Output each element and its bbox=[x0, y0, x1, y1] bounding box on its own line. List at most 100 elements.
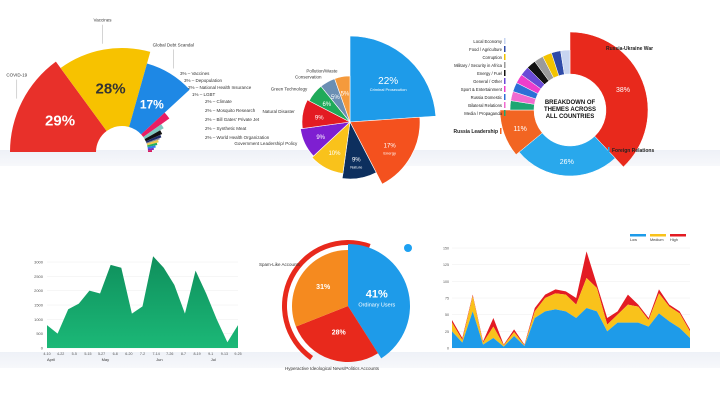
y-tick-label: 0 bbox=[447, 347, 449, 351]
theme-marker bbox=[500, 128, 502, 134]
chart-volume-area: 0 500 1000 1500 2000 2500 3000 4-10 4-22 5-5 5-15 5… bbox=[34, 256, 242, 362]
y-tick-label: 1500 bbox=[34, 303, 44, 308]
value-label: 41% bbox=[366, 289, 388, 301]
y-tick-label: 100 bbox=[443, 280, 449, 284]
area-series-low bbox=[452, 308, 690, 348]
slice-label: Conservation bbox=[295, 74, 322, 79]
area-series-medium bbox=[452, 278, 690, 347]
area-series bbox=[47, 256, 238, 348]
slice bbox=[295, 306, 379, 362]
legend-item: 2% – National Health Insurance bbox=[188, 85, 252, 90]
value-label: 10% bbox=[328, 151, 341, 157]
theme-marker bbox=[504, 102, 506, 108]
y-tick-label: 0 bbox=[41, 346, 44, 351]
legend-item: 2% – Synthetic Meat bbox=[205, 126, 247, 131]
theme-label: Russia Domestic bbox=[471, 95, 502, 100]
x-tick-label: 7-2 bbox=[140, 352, 145, 356]
value-label: 17% bbox=[140, 97, 164, 111]
center-label-line: ALL COUNTRIES bbox=[546, 114, 595, 120]
slice bbox=[60, 48, 151, 132]
legend-item: 2% – Climate bbox=[205, 99, 232, 104]
x-tick-label: 4-10 bbox=[43, 352, 50, 356]
value-label: 9% bbox=[315, 116, 324, 122]
legend-item: 2% – Mosquito Research bbox=[205, 108, 256, 113]
theme-marker bbox=[504, 94, 506, 100]
value-label: 38% bbox=[616, 87, 630, 94]
legend-item: 2% – Bill Gates' Private Jet bbox=[205, 117, 260, 122]
month-label: May bbox=[102, 357, 110, 362]
theme-marker bbox=[504, 86, 506, 92]
theme-label: Media / Propaganda bbox=[464, 111, 502, 116]
legend-swatch bbox=[670, 234, 686, 237]
legend-item: 3% – Vaccines bbox=[180, 71, 210, 76]
chart-accounts-pie: 41% Ordinary Users 28% 31% Spam-Like Account… bbox=[259, 240, 412, 371]
slice-label: Green Technology bbox=[271, 86, 308, 91]
slice-label: Hyperactive Ideological News/Politics Ac… bbox=[285, 366, 380, 371]
x-tick-label: 9-13 bbox=[221, 352, 228, 356]
theme-marker bbox=[602, 45, 604, 51]
theme-marker bbox=[504, 70, 506, 76]
theme-label: General / Other bbox=[473, 79, 502, 84]
slice bbox=[147, 145, 156, 149]
value-label: 31% bbox=[316, 284, 331, 291]
slice-label: Government Leadership/ Policy bbox=[234, 141, 298, 146]
value-label: 9% bbox=[352, 158, 361, 164]
y-tick-label: 2000 bbox=[34, 288, 44, 293]
slice bbox=[292, 250, 348, 327]
slice-label: Natural Disaster bbox=[262, 109, 295, 114]
x-tick-label: 8-7 bbox=[181, 352, 186, 356]
slice-label: Vaccines bbox=[94, 18, 113, 23]
center-label-line: BREAKDOWN OF bbox=[545, 100, 596, 106]
x-tick-label: 5-15 bbox=[84, 352, 91, 356]
slice-label: Pollution/Waste bbox=[306, 69, 338, 74]
x-tick-label: 8-19 bbox=[193, 352, 200, 356]
theme-label: Foreign Relations bbox=[612, 148, 654, 154]
value-label: 17% bbox=[384, 143, 397, 149]
y-tick-label: 3000 bbox=[34, 260, 44, 265]
slice-label: Global Debt Scandal bbox=[153, 42, 194, 47]
theme-marker bbox=[504, 62, 506, 68]
slice bbox=[129, 63, 190, 135]
slice bbox=[141, 112, 170, 137]
value-label: 11% bbox=[513, 126, 527, 133]
slice bbox=[569, 31, 649, 168]
y-tick-label: 125 bbox=[443, 263, 449, 267]
x-tick-label: 5-5 bbox=[72, 352, 77, 356]
value-label: 5% bbox=[341, 92, 350, 98]
chart-topics-half-polar: 29% COVID-19 28% Vaccines 17% Global Debt Sca… bbox=[6, 18, 270, 152]
month-label: Jun bbox=[156, 357, 162, 362]
legend-swatch bbox=[650, 234, 666, 237]
theme-marker bbox=[504, 110, 506, 116]
area-series-high bbox=[452, 251, 690, 346]
slice-label: Spam-Like Accounts bbox=[259, 262, 301, 267]
slice-label: Criminal Prosecution bbox=[370, 87, 407, 92]
legend-label: Low bbox=[630, 238, 637, 242]
slice bbox=[348, 244, 410, 359]
y-tick-label: 150 bbox=[443, 247, 449, 251]
y-tick-label: 25 bbox=[445, 330, 449, 334]
theme-marker bbox=[608, 147, 610, 153]
y-tick-label: 500 bbox=[36, 331, 43, 336]
slice bbox=[144, 130, 163, 142]
slice bbox=[349, 35, 437, 123]
x-tick-label: 7-26 bbox=[166, 352, 173, 356]
x-tick-label: 6-20 bbox=[125, 352, 132, 356]
legend-swatch bbox=[630, 234, 646, 237]
theme-marker bbox=[504, 54, 506, 60]
x-tick-label: 9-25 bbox=[234, 352, 241, 356]
value-label: 28% bbox=[96, 81, 126, 98]
theme-marker bbox=[504, 38, 506, 44]
theme-label: Russia Leadership bbox=[454, 129, 498, 135]
chart-topics-polar-pie: 22%Criminal Prosecution17%Energy9%Nature… bbox=[234, 35, 437, 185]
theme-label: Russia-Ukraine War bbox=[606, 46, 653, 52]
slice bbox=[146, 138, 160, 144]
value-label: 26% bbox=[560, 159, 574, 166]
center-label-line: THEMES ACROSS bbox=[544, 107, 596, 113]
slice-label: Ordinary Users bbox=[358, 303, 395, 309]
value-label: 22% bbox=[378, 76, 398, 87]
month-label: Jul bbox=[211, 357, 216, 362]
legend-item: 1% – LGBT bbox=[192, 92, 216, 97]
y-tick-label: 50 bbox=[445, 313, 449, 317]
twitter-bird-icon bbox=[404, 244, 412, 252]
slice bbox=[146, 139, 159, 146]
